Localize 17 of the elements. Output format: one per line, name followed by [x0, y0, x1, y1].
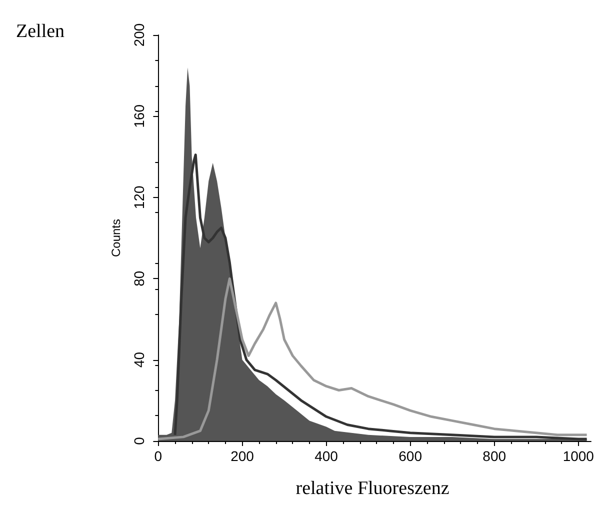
x-axis-title: relative Fluoreszenz: [296, 478, 450, 499]
x-tick-label: 1000: [562, 448, 594, 464]
line-series: [174, 154, 588, 440]
y-tick-label: 200: [131, 23, 147, 47]
x-tick-label: 400: [314, 448, 338, 464]
y-tick-label: 160: [131, 104, 147, 128]
y-tick-label: 80: [131, 270, 147, 286]
x-tick-label: 200: [230, 448, 254, 464]
y-tick-label: 120: [131, 186, 147, 210]
y-tick-label: 0: [131, 436, 147, 445]
y-axis-title: Counts: [109, 218, 123, 258]
x-tick-label: 0: [154, 448, 162, 464]
x-tick-label: 800: [482, 448, 506, 464]
line-series: [156, 277, 588, 440]
x-tick-label: 600: [398, 448, 422, 464]
y-tick-label: 40: [131, 352, 147, 368]
text: Zellen: [16, 21, 66, 42]
